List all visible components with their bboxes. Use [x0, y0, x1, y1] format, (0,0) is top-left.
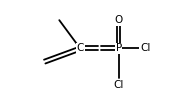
Text: Cl: Cl — [113, 80, 124, 89]
Text: Cl: Cl — [140, 43, 150, 53]
Text: P: P — [115, 43, 122, 53]
Text: O: O — [114, 15, 123, 25]
Text: C: C — [77, 43, 84, 53]
